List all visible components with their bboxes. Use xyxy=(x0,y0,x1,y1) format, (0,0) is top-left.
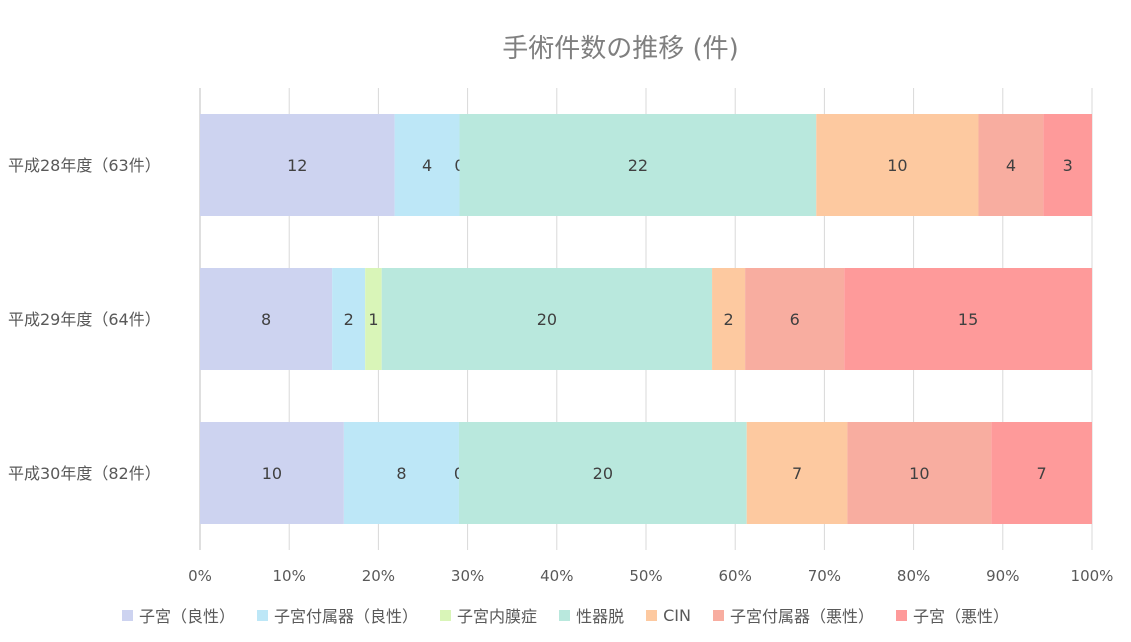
bar-segment xyxy=(200,114,395,216)
data-label: 6 xyxy=(790,310,800,329)
legend-swatch xyxy=(257,609,269,621)
x-tick-label: 40% xyxy=(540,567,573,585)
data-label: 4 xyxy=(422,156,432,175)
bar-segment xyxy=(746,422,848,524)
bar-segment xyxy=(1043,114,1092,216)
data-label: 22 xyxy=(628,156,648,175)
bar-segment xyxy=(200,422,344,524)
legend-label: 子宮内膜症 xyxy=(457,607,538,626)
x-tick-label: 60% xyxy=(719,567,752,585)
bar-segment xyxy=(844,268,1092,370)
data-label: 8 xyxy=(261,310,271,329)
data-label: 2 xyxy=(723,310,733,329)
x-tick-label: 90% xyxy=(986,567,1019,585)
x-tick-label: 50% xyxy=(629,567,662,585)
legend-item: 子宮付属器（良性） xyxy=(257,603,418,627)
data-label: 7 xyxy=(1037,464,1047,483)
bar-segment xyxy=(978,114,1044,216)
data-label: 15 xyxy=(958,310,978,329)
legend-label: 子宮（悪性） xyxy=(912,607,1009,626)
chart-plot: 0% 10% 20% 30% 40% 50% 60% 70% 80% 90% 100% 平成28年度（… xyxy=(8,88,1114,585)
y-category-label: 平成30年度（82件） xyxy=(8,464,161,483)
y-category-label: 平成28年度（63件） xyxy=(8,156,161,175)
legend-item: CIN xyxy=(646,603,691,627)
bar-segment xyxy=(332,268,366,370)
legend-item: 性器脱 xyxy=(559,603,624,627)
legend-swatch xyxy=(440,609,452,621)
data-label: 3 xyxy=(1063,156,1073,175)
data-label: 10 xyxy=(887,156,907,175)
bar-segment xyxy=(200,268,333,370)
x-tick-label: 10% xyxy=(273,567,306,585)
legend-item: 子宮付属器（悪性） xyxy=(712,603,874,627)
data-label: 8 xyxy=(396,464,406,483)
data-label: 10 xyxy=(262,464,282,483)
data-label: 12 xyxy=(287,156,307,175)
bar-segment xyxy=(991,422,1092,524)
legend-item: 子宮（悪性） xyxy=(895,603,1009,627)
bar-segment xyxy=(458,422,747,524)
legend-label: 子宮付属器（悪性） xyxy=(729,607,874,626)
data-label: 10 xyxy=(909,464,929,483)
bar-segment xyxy=(712,268,746,370)
bar-segment xyxy=(365,268,382,370)
x-tick-label: 70% xyxy=(808,567,841,585)
legend-label: 子宮付属器（良性） xyxy=(274,607,419,626)
data-label: 7 xyxy=(792,464,802,483)
legend-swatch xyxy=(122,609,134,621)
legend-label: 性器脱 xyxy=(576,607,625,626)
x-tick-label: 30% xyxy=(451,567,484,585)
legend-item: 子宮（良性） xyxy=(122,603,235,627)
bar-segment xyxy=(816,114,979,216)
legend-swatch xyxy=(712,609,724,621)
legend-swatch xyxy=(895,609,907,621)
legend-swatch xyxy=(646,609,658,621)
legend-swatch xyxy=(559,609,571,621)
x-tick-label: 0% xyxy=(188,567,212,585)
bar-segment xyxy=(847,422,992,524)
y-category-label: 平成29年度（64件） xyxy=(8,310,161,329)
x-tick-label: 80% xyxy=(897,567,930,585)
bar-segment xyxy=(459,114,817,216)
data-label: 20 xyxy=(537,310,557,329)
legend-label: CIN xyxy=(663,605,691,625)
data-label: 2 xyxy=(344,310,354,329)
data-label: 4 xyxy=(1006,156,1016,175)
chart-legend: 子宮（良性） 子宮付属器（良性） 子宮内膜症 性器脱 CIN 子宮付属器（悪性） 子宮（悪性… xyxy=(0,603,1131,627)
x-tick-label: 100% xyxy=(1071,567,1114,585)
chart-title: 手術件数の推移 (件) xyxy=(502,34,739,64)
data-label: 20 xyxy=(593,464,613,483)
legend-item: 子宮内膜症 xyxy=(440,603,537,627)
bar-segment xyxy=(394,114,460,216)
bar-segment xyxy=(343,422,459,524)
x-tick-label: 20% xyxy=(362,567,395,585)
bar-segment xyxy=(745,268,845,370)
bar-segment xyxy=(381,268,713,370)
legend-label: 子宮（良性） xyxy=(139,607,236,626)
data-label: 1 xyxy=(368,310,378,329)
